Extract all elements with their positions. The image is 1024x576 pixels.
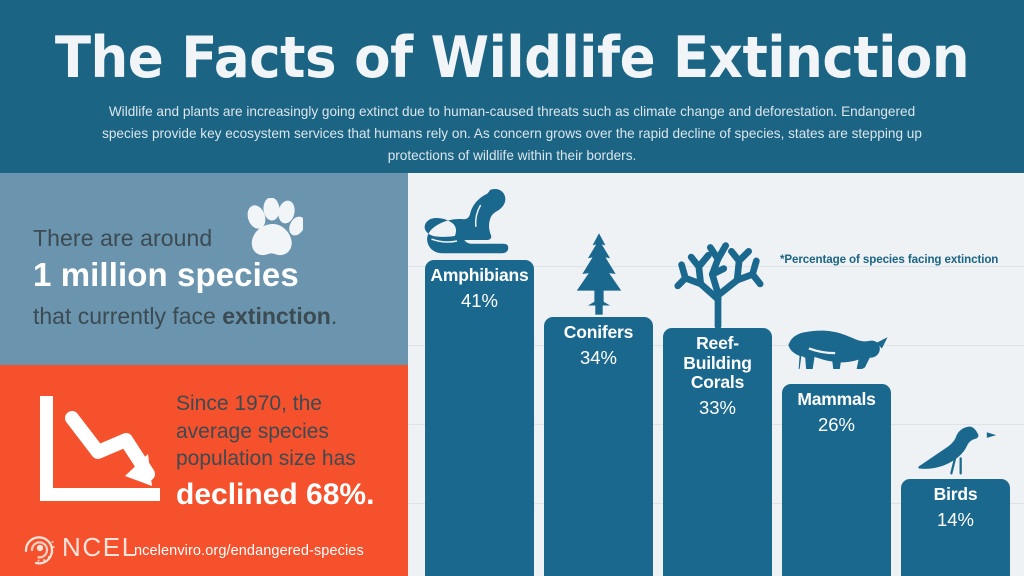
bar-label-corals: Reef-Building Corals bbox=[683, 333, 752, 393]
page-title: The Facts of Wildlife Extinction bbox=[54, 25, 970, 91]
orange-stat-emphasis: declined 68%. bbox=[176, 478, 375, 511]
bar-mammals[interactable]: Mammals 26% bbox=[782, 384, 891, 576]
header-subtitle: Wildlife and plants are increasingly goi… bbox=[102, 104, 922, 164]
declining-chart-icon bbox=[30, 390, 170, 510]
orange-stat-text: Since 1970, the average species populati… bbox=[176, 392, 356, 471]
header-banner: The Facts of Wildlife Extinction Wildlif… bbox=[0, 0, 1024, 173]
bar-group-birds[interactable]: Birds 14% bbox=[901, 426, 1010, 576]
bar-group-conifers[interactable]: Conifers 34% bbox=[544, 233, 653, 576]
bar-label-conifers: Conifers bbox=[563, 322, 634, 342]
blue-stat-line1: There are around bbox=[33, 225, 213, 251]
frog-icon bbox=[422, 186, 526, 260]
stat-panel-blue bbox=[0, 173, 408, 365]
bar-conifers[interactable]: Conifers 34% bbox=[544, 317, 653, 576]
blue-stat-headline: 1 million species bbox=[33, 256, 299, 293]
ncel-spiral-logo bbox=[22, 531, 58, 565]
extinction-bar-chart: *Percentage of species facing extinction… bbox=[408, 173, 1024, 576]
blue-stat-line3-pre: that currently face bbox=[33, 303, 223, 329]
coral-icon bbox=[670, 236, 766, 330]
bar-label-birds: Birds bbox=[933, 484, 978, 504]
bar-label-mammals: Mammals bbox=[797, 389, 876, 409]
blue-stat-line3-post: . bbox=[330, 303, 338, 329]
bar-value-birds: 14% bbox=[936, 508, 975, 530]
bar-label-amphibians: Amphibians bbox=[430, 265, 529, 285]
chart-footnote: *Percentage of species facing extinction bbox=[780, 253, 999, 266]
ncel-wordmark: NCEL bbox=[62, 532, 138, 562]
blue-stat-line3-bold: extinction bbox=[222, 303, 331, 329]
bar-birds[interactable]: Birds 14% bbox=[901, 479, 1010, 576]
bar-value-conifers: 34% bbox=[579, 346, 618, 368]
rhino-icon bbox=[782, 326, 892, 384]
ncel-url[interactable]: ncelenviro.org/endangered-species bbox=[134, 543, 364, 559]
paw-print-icon bbox=[243, 197, 305, 260]
stat-panel-orange bbox=[0, 365, 408, 576]
bar-amphibians[interactable]: Amphibians 41% bbox=[425, 260, 534, 576]
bar-group-amphibians[interactable]: Amphibians 41% bbox=[424, 188, 534, 576]
bar-group-corals[interactable]: Reef-Building Corals 33% bbox=[663, 242, 772, 576]
bar-value-mammals: 26% bbox=[817, 413, 856, 435]
blue-stat-line3: that currently face extinction. bbox=[33, 303, 337, 330]
bar-value-amphibians: 41% bbox=[460, 289, 499, 311]
bar-group-mammals[interactable]: Mammals 26% bbox=[782, 330, 891, 576]
bar-value-corals: 33% bbox=[698, 396, 737, 418]
bar-corals[interactable]: Reef-Building Corals 33% bbox=[663, 328, 772, 576]
conifer-tree-icon bbox=[562, 231, 636, 317]
bird-icon bbox=[914, 421, 998, 479]
